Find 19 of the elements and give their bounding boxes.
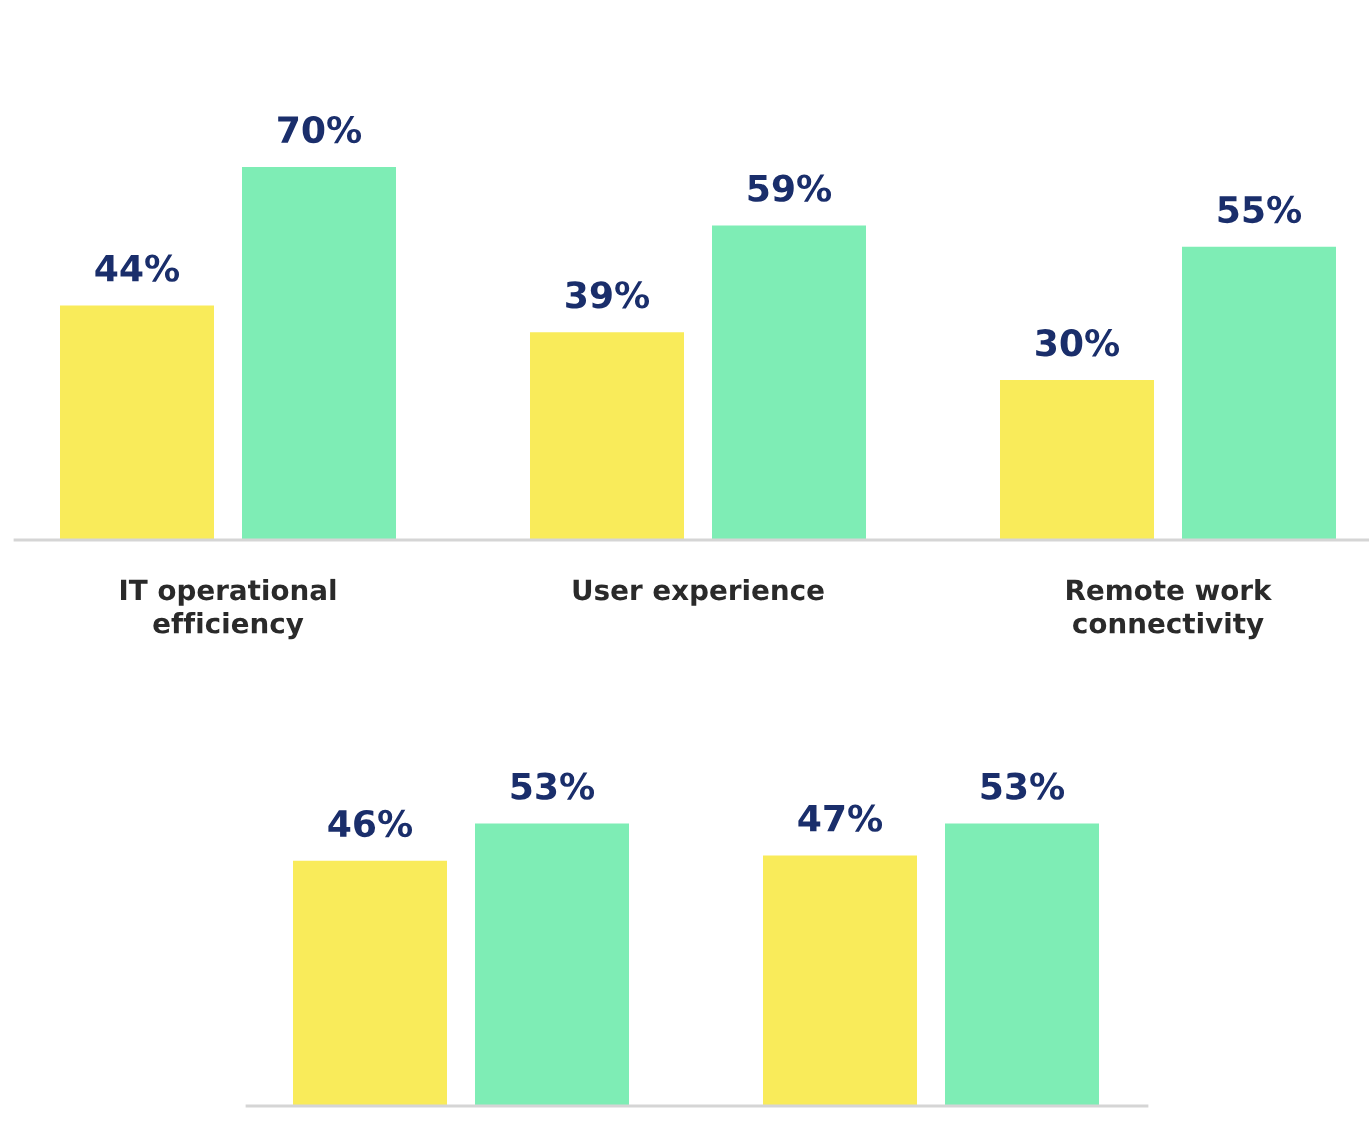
data-label: 53% (981, 772, 1065, 800)
x-tick-label: User experience (573, 578, 824, 606)
data-label: 55% (1218, 195, 1302, 224)
x-tick-label: IT operational efficiency (120, 578, 336, 640)
data-label: 59% (748, 174, 832, 202)
bar (1182, 246, 1336, 540)
bar (530, 332, 684, 540)
bar (1000, 380, 1154, 540)
data-label: 70% (278, 115, 362, 144)
data-label: 47% (798, 804, 883, 832)
data-label: 44% (95, 254, 180, 282)
data-label: 53% (511, 772, 595, 800)
bar (60, 305, 214, 540)
bar (242, 166, 396, 540)
data-label: 39% (566, 281, 650, 309)
data-label: 30% (1036, 329, 1120, 357)
data-label: 46% (328, 809, 413, 838)
x-tick-label: Remote work connectivity (1067, 578, 1273, 640)
bar (712, 225, 866, 540)
